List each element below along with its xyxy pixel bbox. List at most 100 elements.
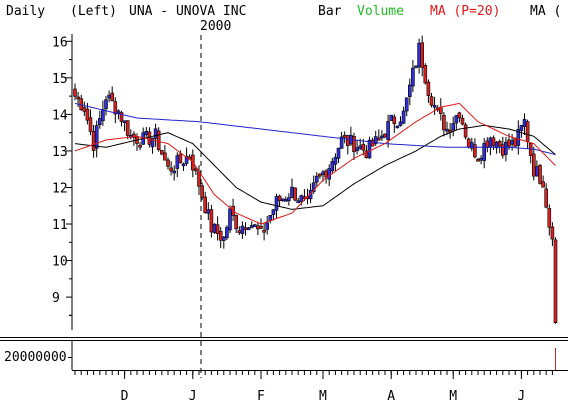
candle-body xyxy=(268,215,273,221)
candle-body xyxy=(274,196,279,211)
candle-body xyxy=(153,128,158,139)
y-tick-label-0: 16 xyxy=(52,35,68,50)
candle-body xyxy=(181,163,186,167)
candle-body xyxy=(500,144,505,156)
candle-body xyxy=(222,236,226,241)
candle-body xyxy=(271,209,276,215)
candle-body xyxy=(550,226,555,240)
x-label-3: M xyxy=(319,389,327,404)
candle-body xyxy=(318,173,322,177)
candle-body xyxy=(225,227,229,239)
y-tick-label-4: 12 xyxy=(52,181,68,196)
year-label: 2000 xyxy=(200,19,231,34)
candle-body xyxy=(519,125,524,131)
candle-body xyxy=(404,97,409,112)
ma-blue-line xyxy=(74,102,556,156)
candle-body xyxy=(119,112,124,122)
candle-body xyxy=(355,147,359,151)
ma20-label: MA (P=20) xyxy=(430,4,500,19)
x-label-1: J xyxy=(189,389,197,404)
candle-body xyxy=(463,124,468,138)
candle-body xyxy=(414,65,418,69)
x-label-4: A xyxy=(387,389,395,404)
candle-body xyxy=(401,110,406,124)
candle-body xyxy=(482,143,487,161)
candle-body xyxy=(383,133,387,138)
candle-body xyxy=(160,149,164,155)
candle-body xyxy=(544,188,549,208)
candle-body xyxy=(150,137,155,148)
candle-body xyxy=(386,121,390,140)
ma-black-line xyxy=(74,124,556,210)
candle-body xyxy=(194,168,198,172)
candle-body xyxy=(507,139,511,147)
candle-body xyxy=(200,185,204,198)
candle-body xyxy=(429,96,434,106)
scale-label: (Left) xyxy=(70,4,117,19)
candle-body xyxy=(451,123,456,131)
candle-body xyxy=(237,230,242,233)
y-tick-label-2: 14 xyxy=(52,108,68,123)
candle-body xyxy=(476,158,480,162)
candle-body xyxy=(76,96,80,100)
x-label-5: M xyxy=(449,389,457,404)
candle-body xyxy=(423,65,428,84)
candle-body xyxy=(420,42,425,68)
candle-body xyxy=(290,186,294,198)
candle-body xyxy=(262,229,266,233)
candle-body xyxy=(510,140,514,145)
candle-body xyxy=(166,159,170,167)
candle-body xyxy=(497,141,502,147)
candle-body xyxy=(249,225,254,229)
candle-body xyxy=(265,222,270,230)
candle-body xyxy=(352,135,356,153)
candle-body xyxy=(553,239,558,323)
candle-body xyxy=(525,121,530,142)
candle-body xyxy=(367,139,372,159)
candle-body xyxy=(395,125,400,129)
moving-averages xyxy=(74,102,556,225)
candle-body xyxy=(253,224,257,228)
candle-body xyxy=(243,227,248,230)
candle-body xyxy=(513,137,518,147)
candle-body xyxy=(85,108,90,121)
ticker-label: UNA - UNOVA INC xyxy=(129,4,246,19)
x-label-6: J xyxy=(517,389,525,404)
candle-body xyxy=(370,139,375,147)
candle-body xyxy=(491,137,496,146)
candle-body xyxy=(203,196,207,213)
ma-red-line xyxy=(74,102,556,225)
candle-body xyxy=(324,170,328,178)
candle-body xyxy=(277,195,282,202)
candle-body xyxy=(541,181,545,188)
candle-body xyxy=(156,130,161,150)
candle-body xyxy=(392,116,397,125)
candle-body xyxy=(94,125,99,149)
candle-body xyxy=(538,165,542,184)
candle-body xyxy=(172,170,176,174)
candle-body xyxy=(426,81,431,96)
volume-tick-label: 20000000 xyxy=(4,350,67,365)
candle-body xyxy=(259,226,263,229)
candle-body xyxy=(212,223,217,233)
candle-body xyxy=(138,144,142,148)
candle-body xyxy=(280,198,285,202)
y-tick-label-5: 11 xyxy=(52,218,68,233)
candle-body xyxy=(361,143,366,151)
candle-body xyxy=(345,135,350,146)
candle-body xyxy=(516,128,521,146)
candle-body xyxy=(147,131,152,145)
candle-body xyxy=(283,199,288,202)
candle-body xyxy=(442,114,446,131)
candle-body xyxy=(376,137,381,141)
x-label-0: D xyxy=(121,389,129,404)
candle-body xyxy=(144,131,149,135)
candle-body xyxy=(342,135,347,138)
candle-body xyxy=(206,209,211,214)
candle-body xyxy=(432,104,437,108)
candle-body xyxy=(333,157,338,165)
candle-body xyxy=(531,153,536,177)
candle-body xyxy=(240,225,245,234)
